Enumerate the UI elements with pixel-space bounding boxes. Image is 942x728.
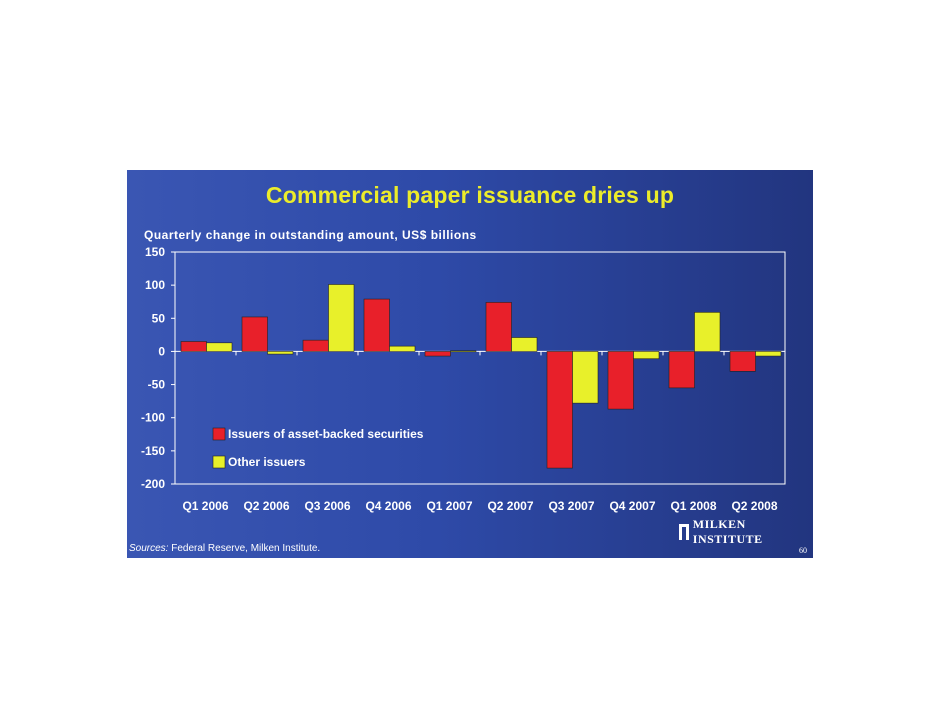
page-number: 60	[799, 546, 807, 555]
bar-abs	[546, 351, 573, 469]
y-axis-label: Quarterly change in outstanding amount, …	[144, 228, 477, 242]
bar-abs	[302, 339, 329, 352]
pillar-icon	[679, 524, 689, 540]
x-tick-label: Q4 2007	[609, 499, 655, 513]
bar-other	[572, 351, 599, 404]
bar-other	[633, 351, 660, 360]
bar-other	[694, 312, 721, 352]
bar-abs	[363, 298, 390, 352]
chart-svg: 150 100 50 0 -50 -100 -150 -200 Q1 2006 Q2 2006 Q3…	[141, 245, 786, 513]
bar-other	[389, 345, 416, 352]
x-tick-label: Q3 2006	[304, 499, 350, 513]
y-tick-label: 50	[152, 311, 166, 325]
x-tick-label: Q4 2006	[365, 499, 411, 513]
y-tick-label: -50	[148, 378, 166, 392]
bar-abs	[424, 351, 451, 357]
x-tick-label: Q1 2006	[182, 499, 228, 513]
legend-label: Other issuers	[228, 455, 306, 469]
bar-abs	[607, 351, 634, 410]
bar-other	[328, 284, 355, 352]
legend-label: Issuers of asset-backed securities	[228, 427, 424, 441]
sources-note: Sources: Federal Reserve, Milken Institu…	[129, 543, 320, 554]
bar-abs	[729, 351, 756, 372]
x-tick-label: Q1 2008	[670, 499, 716, 513]
sources-label: Sources:	[129, 543, 169, 554]
legend-swatch	[212, 455, 226, 469]
bar-abs	[241, 316, 268, 352]
plot-area-border	[174, 251, 786, 485]
milken-logo: MILKEN INSTITUTE	[679, 517, 813, 547]
logo-text: MILKEN INSTITUTE	[692, 517, 763, 546]
y-tick-label: -150	[141, 444, 165, 458]
bar-abs	[180, 341, 207, 352]
y-tick-label: 100	[145, 278, 165, 292]
bar-other	[450, 350, 477, 353]
chart-title: Commercial paper issuance dries up	[265, 182, 675, 208]
y-tick-label: 0	[158, 344, 165, 358]
x-tick-label: Q2 2007	[487, 499, 533, 513]
x-tick-label: Q2 2008	[731, 499, 777, 513]
sources-text: Federal Reserve, Milken Institute.	[168, 543, 321, 554]
bar-other	[755, 351, 782, 357]
bar-other	[206, 342, 233, 352]
y-tick-label: -100	[141, 411, 165, 425]
legend-swatch	[212, 427, 226, 441]
x-tick-label: Q3 2007	[548, 499, 594, 513]
slide: Commercial paper issuance dries up Quart…	[127, 170, 813, 558]
x-tick-label: Q2 2006	[243, 499, 289, 513]
y-tick-label: -200	[141, 477, 165, 491]
bar-other	[267, 351, 294, 355]
x-tick-label: Q1 2007	[426, 499, 472, 513]
bar-abs	[668, 351, 695, 389]
y-tick-label: 150	[145, 245, 165, 259]
bar-other	[511, 337, 538, 352]
bar-abs	[485, 302, 512, 352]
